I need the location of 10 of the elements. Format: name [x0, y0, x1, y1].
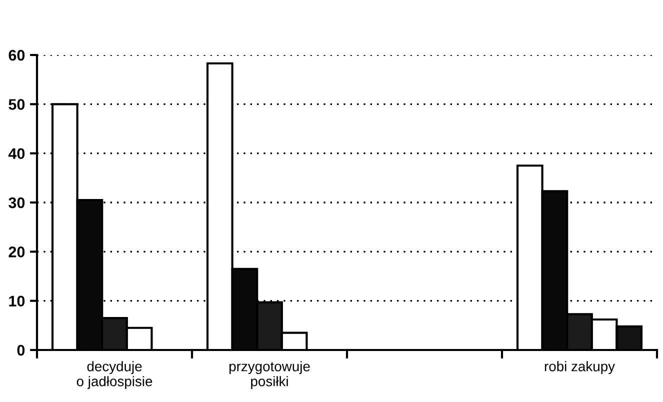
y-tick-label: 20 [8, 246, 25, 258]
y-tick-label: 10 [9, 296, 25, 307]
x-tick-label: decyduje o jadłospisie [76, 361, 152, 390]
y-tick-label: 0 [17, 344, 25, 356]
y-tick-label: 40 [8, 148, 25, 160]
x-tick-label: przygotowuje posiłki [229, 361, 310, 390]
y-tick-label: 30 [8, 197, 25, 208]
y-tick-label: 60 [8, 50, 25, 61]
x-tick-label: robi zakupy [544, 361, 615, 374]
y-tick-label: 50 [8, 99, 25, 110]
